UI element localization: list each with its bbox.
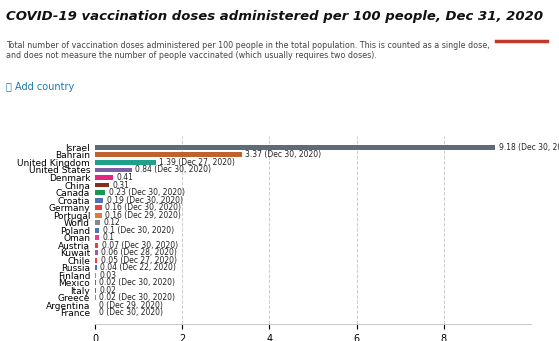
Text: 0.04 (Dec 22, 2020): 0.04 (Dec 22, 2020) [100,263,176,272]
Text: 0.16 (Dec 29, 2020): 0.16 (Dec 29, 2020) [106,211,181,220]
Bar [95,250,98,255]
Text: 0.02 (Dec 30, 2020): 0.02 (Dec 30, 2020) [100,278,176,287]
Text: 9.18 (Dec 30, 2020): 9.18 (Dec 30, 2020) [499,143,559,152]
Bar [95,220,100,225]
Text: 0.03: 0.03 [100,271,117,280]
Bar [95,243,98,248]
Text: 0.06 (Dec 28, 2020): 0.06 (Dec 28, 2020) [101,248,177,257]
Text: 0.02: 0.02 [100,286,116,295]
Text: 0.12: 0.12 [104,218,121,227]
Bar [95,296,96,300]
Bar [95,273,96,278]
Text: 0.23 (Dec 30, 2020): 0.23 (Dec 30, 2020) [108,188,184,197]
Text: 0.07 (Dec 30, 2020): 0.07 (Dec 30, 2020) [102,241,178,250]
Text: 0.05 (Dec 27, 2020): 0.05 (Dec 27, 2020) [101,256,177,265]
Text: 0 (Dec 30, 2020): 0 (Dec 30, 2020) [98,309,163,317]
Text: COVID-19 vaccination doses administered per 100 people, Dec 31, 2020: COVID-19 vaccination doses administered … [6,10,543,23]
Text: 0.02 (Dec 30, 2020): 0.02 (Dec 30, 2020) [100,293,176,302]
Text: Total number of vaccination doses administered per 100 people in the total popul: Total number of vaccination doses admini… [6,41,489,60]
Text: 0.41: 0.41 [116,173,133,182]
Text: 3.37 (Dec 30, 2020): 3.37 (Dec 30, 2020) [245,150,321,159]
Bar [95,152,242,157]
Bar [95,288,96,293]
Text: 0.19 (Dec 30, 2020): 0.19 (Dec 30, 2020) [107,196,183,205]
Text: 0.31: 0.31 [112,180,129,190]
Bar [95,190,105,195]
Text: Our World: Our World [499,14,543,23]
Bar [95,145,495,150]
Text: 0 (Dec 29, 2020): 0 (Dec 29, 2020) [98,301,163,310]
Text: ➕ Add country: ➕ Add country [6,82,74,92]
Text: 1.39 (Dec 27, 2020): 1.39 (Dec 27, 2020) [159,158,235,167]
Text: 0.1: 0.1 [103,233,115,242]
Text: in Data: in Data [506,27,537,35]
Bar [95,280,96,285]
Bar [95,258,97,263]
Text: 0.84 (Dec 30, 2020): 0.84 (Dec 30, 2020) [135,165,211,175]
Bar [95,160,155,165]
Text: 0.1 (Dec 30, 2020): 0.1 (Dec 30, 2020) [103,226,174,235]
Bar [95,198,103,203]
Bar [95,228,100,233]
Bar [95,235,100,240]
Bar [95,175,113,180]
Bar [95,205,102,210]
Text: 0.16 (Dec 30, 2020): 0.16 (Dec 30, 2020) [106,203,182,212]
Bar [95,213,102,218]
Bar [95,182,108,188]
Bar [95,167,132,173]
Bar [95,265,97,270]
